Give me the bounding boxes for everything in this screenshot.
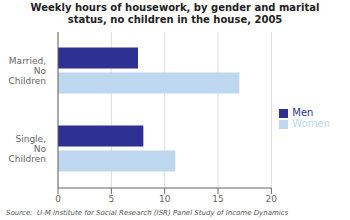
html-text:Women: Women xyxy=(292,118,330,129)
svg-text:0: 0 xyxy=(55,194,61,204)
html-text:Men: Men xyxy=(292,107,314,118)
svg-text:Married,NoChildren: Married,NoChildren xyxy=(9,56,47,86)
svg-text:Single,NoChildren: Single,NoChildren xyxy=(9,134,47,164)
svg-text:5: 5 xyxy=(108,194,114,204)
svg-text:15: 15 xyxy=(212,194,223,204)
html-text:Weekly hours of housework, by: Weekly hours of housework, by gender and… xyxy=(30,2,320,25)
svg-text:10: 10 xyxy=(159,194,171,204)
svg-text:20: 20 xyxy=(266,194,278,204)
html-text:Source: U-M Institute for Soci: Source: U-M Institute for Social Researc… xyxy=(6,209,289,217)
